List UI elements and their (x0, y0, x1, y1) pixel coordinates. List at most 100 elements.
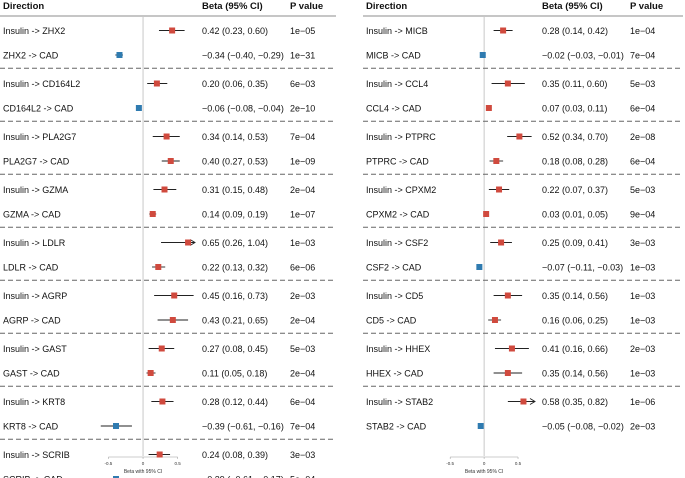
row-p-value: 2e−03 (630, 344, 655, 354)
point-estimate (477, 423, 484, 429)
panel-right: Direction Beta (95% CI) P value -0.5 0 0.5 Bet… (363, 1, 683, 475)
row-direction: CPXM2 -> CAD (366, 209, 430, 219)
row-direction: Insulin -> STAB2 (366, 397, 433, 407)
row-p-value: 1e−31 (290, 50, 315, 60)
row-p-value: 3e−03 (630, 238, 655, 248)
row-direction: AGRP -> CAD (3, 315, 61, 325)
point-estimate (156, 451, 163, 458)
row-direction: Insulin -> LDLR (3, 238, 66, 248)
row-direction: Insulin -> SCRIB (3, 450, 70, 460)
row-beta-ci: −0.06 (−0.08, −0.04) (202, 103, 284, 113)
point-estimate (171, 292, 178, 299)
row-direction: KRT8 -> CAD (3, 421, 59, 431)
point-estimate (169, 27, 176, 34)
row-direction: Insulin -> ZHX2 (3, 26, 65, 36)
row-p-value: 5e−03 (630, 185, 655, 195)
row-p-value: 6e−03 (290, 79, 315, 89)
row-beta-ci: 0.07 (0.03, 0.11) (542, 103, 607, 113)
row-p-value: 7e−04 (290, 132, 315, 142)
point-estimate (147, 370, 154, 376)
point-estimate (504, 370, 511, 376)
point-estimate (155, 264, 162, 270)
point-estimate (483, 211, 490, 217)
row-beta-ci: 0.11 (0.05, 0.18) (202, 368, 267, 378)
header-beta: Beta (95% CI) (542, 1, 603, 12)
point-estimate (500, 27, 507, 34)
point-estimate (493, 158, 500, 164)
row-direction: Insulin -> PTPRC (366, 132, 436, 142)
row-direction: Insulin -> GZMA (3, 185, 68, 195)
row-p-value: 2e−04 (290, 315, 315, 325)
row-direction: PLA2G7 -> CAD (3, 156, 70, 166)
point-estimate (491, 317, 498, 323)
row-p-value: 7e−04 (630, 50, 655, 60)
row-direction: Insulin -> CSF2 (366, 238, 428, 248)
row-beta-ci: 0.28 (0.14, 0.42) (542, 26, 608, 36)
x-tick-label: 0 (483, 461, 486, 466)
row-p-value: 2e−08 (630, 132, 655, 142)
row-p-value: 6e−04 (630, 103, 655, 113)
row-beta-ci: −0.02 (−0.03, −0.01) (542, 50, 624, 60)
row-beta-ci: 0.40 (0.27, 0.53) (202, 156, 268, 166)
row-direction: GAST -> CAD (3, 368, 60, 378)
row-p-value: 2e−03 (290, 291, 315, 301)
header-direction: Direction (366, 1, 407, 12)
row-p-value: 6e−04 (290, 397, 315, 407)
row-beta-ci: 0.58 (0.35, 0.82) (542, 397, 608, 407)
row-beta-ci: 0.28 (0.12, 0.44) (202, 397, 268, 407)
row-beta-ci: 0.22 (0.07, 0.37) (542, 185, 608, 195)
row-beta-ci: −0.39 (−0.61, −0.16) (202, 421, 284, 431)
point-estimate (185, 239, 192, 246)
row-p-value: 2e−03 (630, 421, 655, 431)
row-beta-ci: 0.65 (0.26, 1.04) (202, 238, 268, 248)
row-p-value: 2e−10 (290, 103, 315, 113)
row-direction: CCL4 -> CAD (366, 103, 422, 113)
row-beta-ci: 0.27 (0.08, 0.45) (202, 344, 268, 354)
row-beta-ci: 0.22 (0.13, 0.32) (202, 262, 268, 272)
point-estimate (113, 476, 120, 478)
row-beta-ci: 0.34 (0.14, 0.53) (202, 132, 268, 142)
point-estimate (159, 398, 166, 405)
row-beta-ci: 0.41 (0.16, 0.66) (542, 344, 608, 354)
row-direction: Insulin -> CPXM2 (366, 185, 436, 195)
row-p-value: 2e−04 (290, 368, 315, 378)
point-estimate (167, 158, 174, 164)
row-beta-ci: −0.05 (−0.08, −0.02) (542, 421, 624, 431)
row-beta-ci: −0.34 (−0.40, −0.29) (202, 50, 284, 60)
row-p-value: 3e−03 (290, 450, 315, 460)
point-estimate (161, 186, 168, 193)
point-estimate (169, 317, 176, 323)
row-beta-ci: 0.18 (0.08, 0.28) (542, 156, 608, 166)
row-direction: Insulin -> HHEX (366, 344, 430, 354)
header-p-value: P value (290, 1, 323, 12)
row-beta-ci: 0.43 (0.21, 0.65) (202, 315, 268, 325)
row-direction: Insulin -> CCL4 (366, 79, 428, 89)
row-p-value: 1e−03 (630, 291, 655, 301)
row-direction: GZMA -> CAD (3, 209, 61, 219)
row-beta-ci: 0.42 (0.23, 0.60) (202, 26, 268, 36)
row-p-value: 1e−05 (290, 26, 315, 36)
row-p-value: 1e−06 (630, 397, 655, 407)
row-p-value: 1e−03 (290, 238, 315, 248)
row-p-value: 1e−03 (630, 368, 655, 378)
row-direction: CSF2 -> CAD (366, 262, 422, 272)
point-estimate (498, 239, 505, 246)
point-estimate (504, 292, 511, 299)
row-direction: CD164L2 -> CAD (3, 103, 74, 113)
row-p-value: 1e−07 (290, 209, 315, 219)
point-estimate (504, 80, 511, 87)
row-beta-ci: 0.35 (0.14, 0.56) (542, 368, 608, 378)
row-direction: CD5 -> CAD (366, 315, 417, 325)
row-p-value: 5e−03 (630, 79, 655, 89)
row-beta-ci: 0.52 (0.34, 0.70) (542, 132, 608, 142)
row-p-value: 7e−04 (290, 421, 315, 431)
point-estimate (116, 52, 123, 58)
row-beta-ci: −0.39 (−0.61, −0.17) (202, 474, 284, 478)
x-axis-label: Beta with 95% CI (465, 469, 503, 475)
x-tick-label: 0.5 (175, 461, 182, 466)
point-estimate (158, 345, 165, 352)
row-beta-ci: 0.20 (0.06, 0.35) (202, 79, 268, 89)
row-direction: PTPRC -> CAD (366, 156, 429, 166)
row-p-value: 5e−04 (290, 474, 315, 478)
row-p-value: 1e−09 (290, 156, 315, 166)
